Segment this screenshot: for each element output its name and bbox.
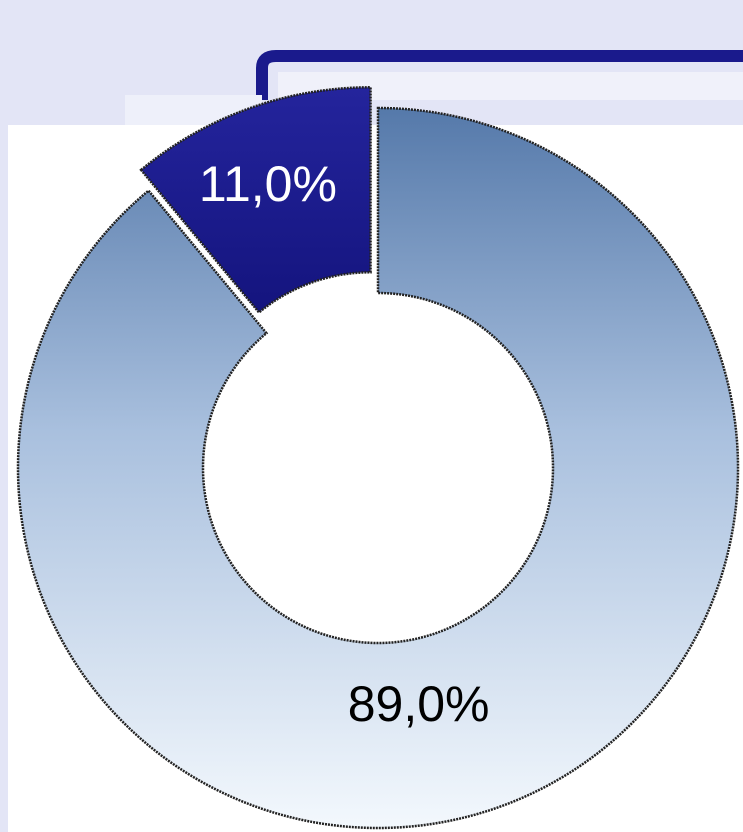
data-label: 89,0% <box>348 676 490 732</box>
donut-segment <box>139 86 372 315</box>
donut-segment <box>16 106 740 830</box>
tab-border <box>256 50 743 100</box>
data-label: 11,0% <box>199 156 337 212</box>
donut: 89,0% 11,0% <box>16 86 740 830</box>
